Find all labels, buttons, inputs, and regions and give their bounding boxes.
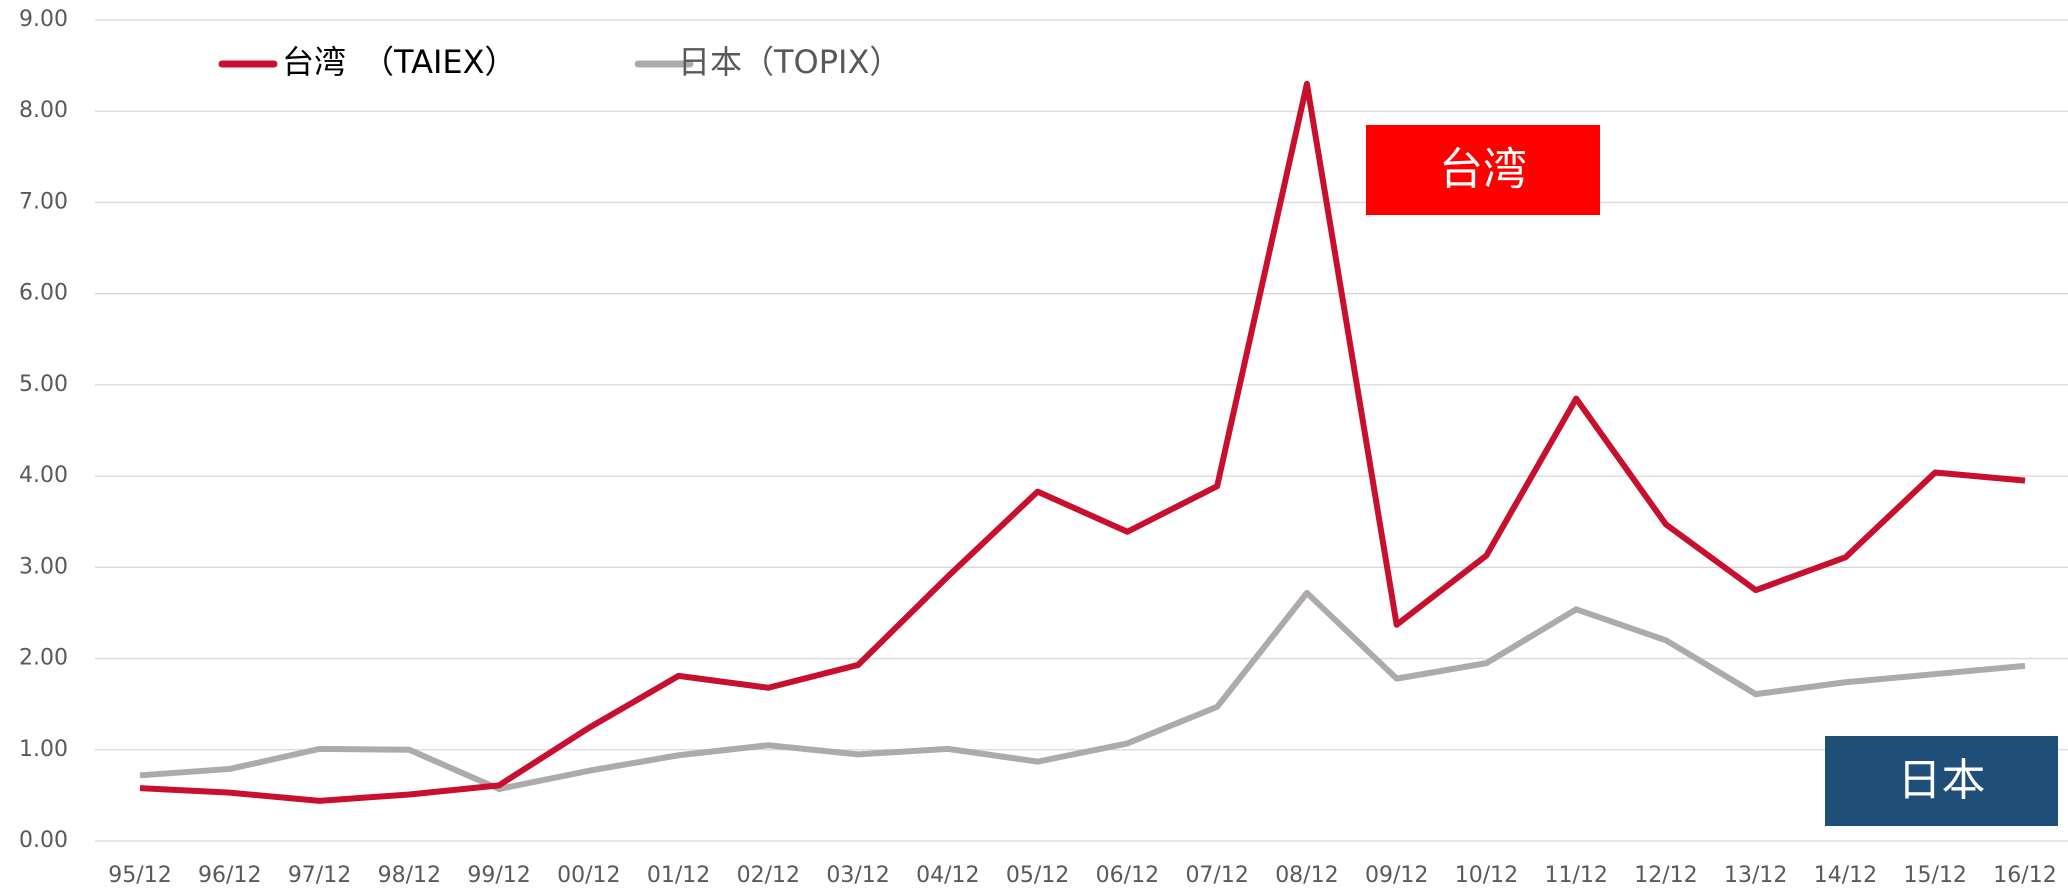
series-line	[139, 80, 2026, 804]
x-tick-label: 99/12	[467, 863, 530, 888]
y-tick-label: 6.00	[19, 281, 68, 306]
x-tick-label: 08/12	[1275, 863, 1338, 888]
legend-label: 台湾 （TAIEX）	[282, 43, 517, 81]
x-tick-label: 03/12	[826, 863, 889, 888]
y-tick-label: 4.00	[19, 463, 68, 488]
x-tick-label: 10/12	[1455, 863, 1518, 888]
y-tick-label: 3.00	[19, 554, 68, 579]
x-tick-label: 11/12	[1544, 863, 1607, 888]
x-tick-label: 97/12	[288, 863, 351, 888]
x-tick-label: 02/12	[737, 863, 800, 888]
y-tick-label: 7.00	[19, 189, 68, 214]
x-tick-label: 00/12	[557, 863, 620, 888]
x-tick-label: 09/12	[1365, 863, 1428, 888]
x-tick-label: 01/12	[647, 863, 710, 888]
y-tick-label: 0.00	[19, 828, 68, 853]
y-tick-label: 2.00	[19, 646, 68, 671]
y-tick-label: 1.00	[19, 737, 68, 762]
x-tick-label: 96/12	[198, 863, 261, 888]
x-tick-label: 07/12	[1185, 863, 1248, 888]
x-tick-label: 05/12	[1006, 863, 1069, 888]
annotation-label: 台湾	[1439, 144, 1527, 195]
x-tick-label: 13/12	[1724, 863, 1787, 888]
annotation-box	[1825, 736, 2058, 826]
x-tick-label: 95/12	[108, 863, 171, 888]
x-tick-label: 12/12	[1634, 863, 1697, 888]
x-tick-label: 14/12	[1814, 863, 1877, 888]
x-tick-label: 16/12	[1993, 863, 2056, 888]
x-tick-label: 06/12	[1096, 863, 1159, 888]
series-line	[139, 589, 2026, 793]
x-tick-label: 98/12	[378, 863, 441, 888]
x-tick-label: 04/12	[916, 863, 979, 888]
y-tick-label: 9.00	[19, 7, 68, 32]
annotation-box	[1366, 125, 1600, 215]
legend-label: 日本（TOPIX）	[678, 43, 901, 81]
y-tick-label: 8.00	[19, 98, 68, 123]
annotation-label: 日本	[1898, 755, 1986, 806]
y-tick-label: 5.00	[19, 372, 68, 397]
x-tick-label: 15/12	[1904, 863, 1967, 888]
